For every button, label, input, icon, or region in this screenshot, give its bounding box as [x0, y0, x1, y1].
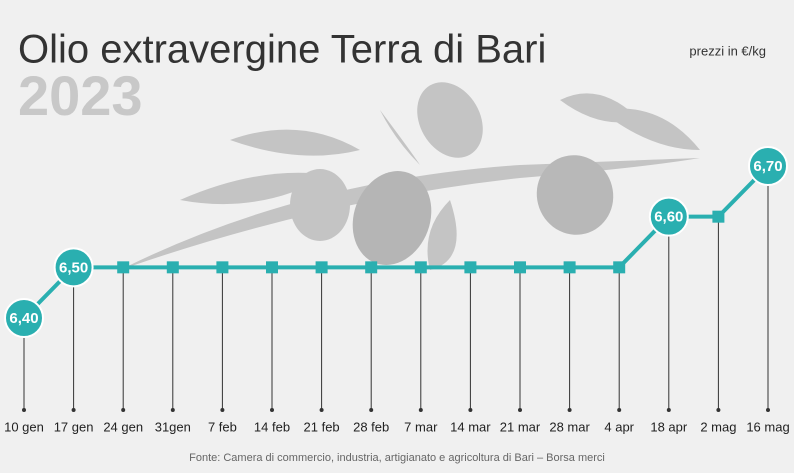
point: [166, 261, 179, 274]
drop-dot: [270, 408, 274, 412]
drop-dot: [170, 408, 175, 412]
x-tick-label: 17 gen: [54, 419, 94, 434]
x-tick-label: 10 gen: [4, 419, 44, 434]
drop-dot: [418, 408, 423, 412]
x-tick-label: 21 feb: [304, 419, 340, 434]
point: [648, 196, 689, 237]
olive: [352, 171, 432, 265]
leaf: [230, 129, 360, 156]
value-label: 6,50: [59, 259, 88, 276]
x-tick-label: 18 apr: [650, 419, 688, 434]
drop-dot: [567, 408, 572, 412]
drop-dot: [220, 408, 225, 412]
point: [4, 298, 44, 338]
value-label: 6,70: [753, 158, 782, 175]
point: [266, 261, 278, 274]
x-tick-label: 7 feb: [208, 419, 237, 434]
drop-dot: [22, 408, 26, 412]
drop-dot: [518, 408, 522, 412]
drop-dot: [617, 408, 622, 412]
point: [315, 261, 328, 274]
drop-dot: [766, 408, 770, 412]
drop-dot: [716, 408, 721, 412]
point: [748, 146, 788, 186]
value-label: 6,40: [9, 310, 38, 327]
leaf: [380, 110, 420, 165]
x-tick-label: 31gen: [155, 419, 191, 434]
leaf: [427, 200, 457, 270]
source: Fonte: Camera di commercio, industria, a…: [189, 452, 605, 464]
drop-dot: [666, 408, 671, 412]
olive: [536, 155, 614, 235]
drop-dot: [121, 408, 126, 412]
x-tick-label: 4 apr: [604, 419, 634, 434]
unit-note: prezzi in €/kg: [689, 43, 766, 58]
drop-dot: [71, 408, 76, 412]
olive: [417, 82, 483, 158]
drop-dot: [468, 408, 473, 412]
point: [514, 261, 526, 274]
point: [613, 261, 626, 274]
leaf: [180, 172, 330, 205]
olive-branch: [120, 82, 700, 270]
x-tick-label: 2 mag: [700, 419, 736, 434]
point: [563, 261, 576, 274]
value-label: 6,60: [654, 209, 683, 226]
x-tick-label: 21 mar: [500, 419, 541, 434]
x-tick-label: 14 mar: [450, 419, 491, 434]
point: [53, 247, 94, 288]
point: [216, 261, 229, 274]
point: [712, 210, 725, 223]
point: [464, 261, 477, 274]
x-tick-label: 28 feb: [353, 419, 389, 434]
x-tick-label: 16 mag: [746, 419, 789, 434]
x-tick-label: 14 feb: [254, 419, 290, 434]
point: [414, 261, 427, 274]
chart-subtitle: 2023: [18, 64, 143, 127]
leaf: [600, 108, 700, 150]
point: [117, 261, 130, 274]
drop-dot: [369, 408, 374, 412]
x-tick-label: 7 mar: [404, 419, 438, 434]
price-line: [22, 164, 770, 320]
x-tick-label: 24 gen: [103, 419, 143, 434]
chart-title: Olio extravergine Terra di Bari: [18, 28, 546, 72]
x-tick-label: 28 mar: [549, 419, 590, 434]
drop-dot: [319, 408, 324, 412]
point: [365, 261, 378, 274]
